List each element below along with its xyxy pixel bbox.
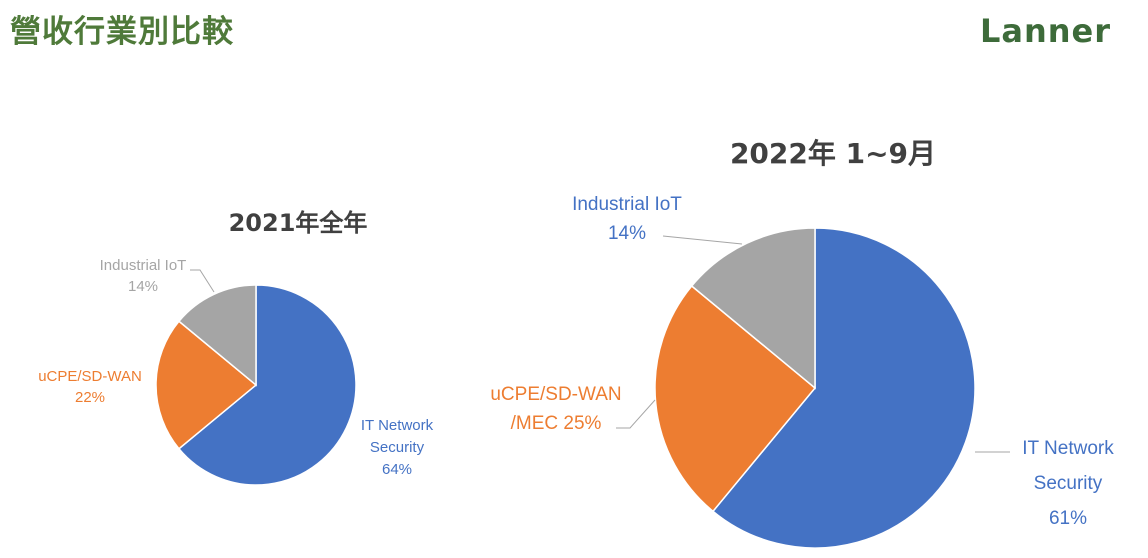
leader-line-1-1 bbox=[616, 399, 656, 429]
pie-slice-0-0 bbox=[177, 284, 357, 486]
pie-slice-1-0 bbox=[711, 227, 976, 549]
leader-line-0-2 bbox=[190, 269, 215, 293]
pie-slice-1-2 bbox=[690, 227, 816, 390]
data-label-0-0: IT Network Security 64% bbox=[361, 417, 434, 478]
page-title: 營收行業別比較 bbox=[10, 14, 234, 50]
leader-line-1-2 bbox=[662, 235, 743, 245]
data-label-1-0: IT Network Security 61% bbox=[1022, 438, 1114, 529]
data-label-0-2: Industrial IoT 14% bbox=[100, 257, 187, 295]
data-label-1-1: uCPE/SD-WAN/MEC 25% bbox=[490, 384, 621, 434]
chart-title-1: 2022年 1~9月 bbox=[730, 137, 936, 170]
data-label-0-1: uCPE/SD-WAN 22% bbox=[38, 368, 142, 406]
data-label-1-2: Industrial IoT 14% bbox=[572, 194, 682, 244]
chart-title-0: 2021年全年 bbox=[229, 209, 368, 237]
pie-slice-0-2 bbox=[177, 284, 257, 387]
lanner-logo: Lanner bbox=[980, 12, 1112, 50]
pie-slice-1-1 bbox=[654, 284, 817, 513]
pie-slice-0-1 bbox=[155, 320, 258, 450]
